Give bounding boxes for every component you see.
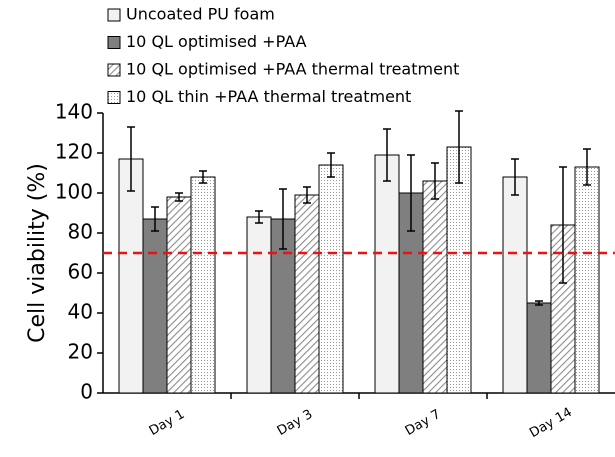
legend-swatch [107, 8, 121, 22]
bar [526, 302, 552, 394]
legend-label: 10 QL optimised +PAA [126, 32, 307, 51]
error-bar [255, 210, 263, 224]
error-bar [407, 154, 415, 232]
y-tick-label: 120 [55, 140, 93, 164]
bar [118, 158, 144, 394]
bar [190, 176, 216, 394]
y-tick-label: 100 [55, 180, 93, 204]
error-bar [455, 110, 463, 184]
y-tick-label: 60 [68, 260, 93, 284]
bar [574, 166, 600, 394]
bar [502, 176, 528, 394]
error-bar [511, 158, 519, 196]
bar [246, 216, 272, 394]
error-bar [559, 166, 567, 284]
bar [374, 154, 400, 394]
y-tick-label: 80 [68, 220, 93, 244]
error-bar [127, 126, 135, 192]
legend-swatch [107, 63, 121, 77]
legend-label: 10 QL optimised +PAA thermal treatment [126, 60, 459, 79]
error-bar [535, 300, 543, 306]
legend-label: 10 QL thin +PAA thermal treatment [126, 87, 411, 106]
error-bar [383, 128, 391, 182]
x-tick-label: Day 14 [527, 405, 575, 441]
y-tick-label: 140 [55, 100, 93, 124]
error-bar [151, 206, 159, 232]
error-bar [199, 170, 207, 184]
x-tick-label: Day 7 [403, 407, 443, 439]
y-tick-label: 0 [80, 380, 93, 404]
error-bar [431, 162, 439, 200]
x-tick-label: Day 3 [275, 407, 315, 439]
x-tick-label: Day 1 [147, 407, 187, 439]
error-bar [175, 192, 183, 202]
bar [142, 218, 168, 394]
y-axis-label: Cell viability (%) [25, 163, 50, 343]
legend-swatch [107, 91, 121, 104]
bar [166, 196, 192, 394]
error-bar [279, 188, 287, 250]
y-tick-label: 40 [68, 300, 93, 324]
bar [318, 164, 344, 394]
bar [446, 146, 472, 394]
legend-label: Uncoated PU foam [126, 5, 275, 24]
legend-swatch [107, 36, 121, 49]
bar [294, 194, 320, 394]
y-tick-label: 20 [68, 340, 93, 364]
error-bar [583, 148, 591, 186]
error-bar [327, 152, 335, 178]
bar [422, 180, 448, 394]
error-bar [303, 186, 311, 204]
